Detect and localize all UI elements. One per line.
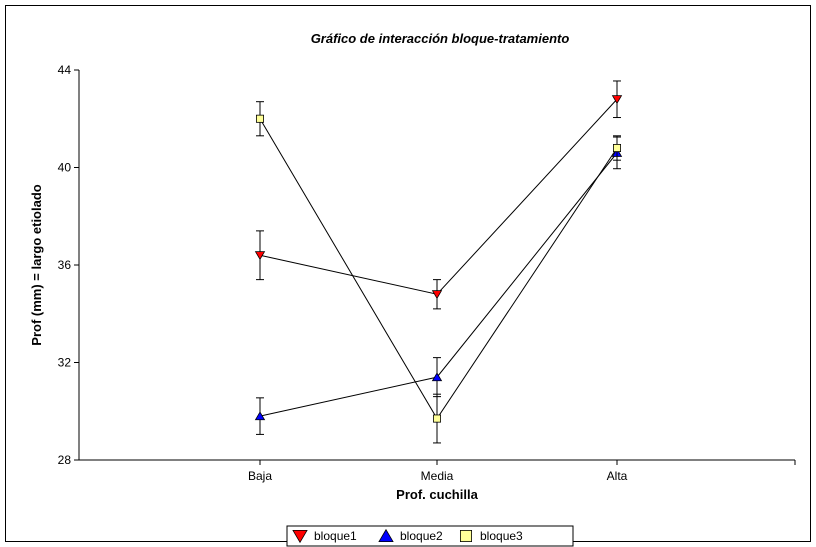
y-ticks: 28 32 36 40 44 [58, 63, 79, 467]
legend: bloque1 bloque2 bloque3 [286, 525, 574, 547]
marker-triangle-down [431, 290, 443, 300]
x-axis-label: Prof. cuchilla [396, 487, 478, 502]
marker-square [432, 414, 441, 423]
marker-square [255, 114, 264, 123]
x-tick-label: Media [421, 469, 454, 483]
series-bloque2 [254, 136, 623, 435]
marker-triangle-down [254, 251, 266, 261]
marker-triangle-down [292, 530, 308, 544]
marker-triangle-down [611, 95, 623, 105]
series-bloque3 [255, 101, 622, 444]
series-line [259, 98, 618, 295]
legend-label: bloque2 [400, 529, 443, 543]
y-tick-label: 36 [58, 258, 72, 272]
series-line [259, 118, 618, 420]
marker-triangle-up [431, 372, 443, 382]
y-tick-label: 40 [58, 161, 72, 175]
x-tick-label: Baja [248, 469, 272, 483]
y-tick-label: 28 [58, 453, 72, 467]
marker-square [613, 143, 622, 152]
marker-square [459, 530, 472, 543]
series-bloque1 [254, 80, 623, 310]
y-axis-label: Prof (mm) = largo etiolado [29, 184, 44, 345]
chart-title: Gráfico de interacción bloque-tratamient… [311, 31, 570, 46]
chart-frame [5, 5, 811, 542]
legend-box [286, 525, 574, 547]
marker-triangle-up [254, 411, 266, 421]
legend-item-bloque1: bloque1 [292, 529, 357, 544]
legend-item-bloque2: bloque2 [378, 528, 443, 543]
marker-triangle-up [378, 528, 394, 542]
x-ticks: Baja Media Alta [248, 460, 796, 483]
legend-item-bloque3: bloque3 [459, 529, 523, 543]
y-tick-label: 44 [58, 63, 72, 77]
legend-label: bloque3 [480, 529, 523, 543]
y-tick-label: 32 [58, 356, 72, 370]
series-group [254, 80, 623, 444]
legend-label: bloque1 [314, 529, 357, 543]
x-tick-label: Alta [607, 469, 628, 483]
